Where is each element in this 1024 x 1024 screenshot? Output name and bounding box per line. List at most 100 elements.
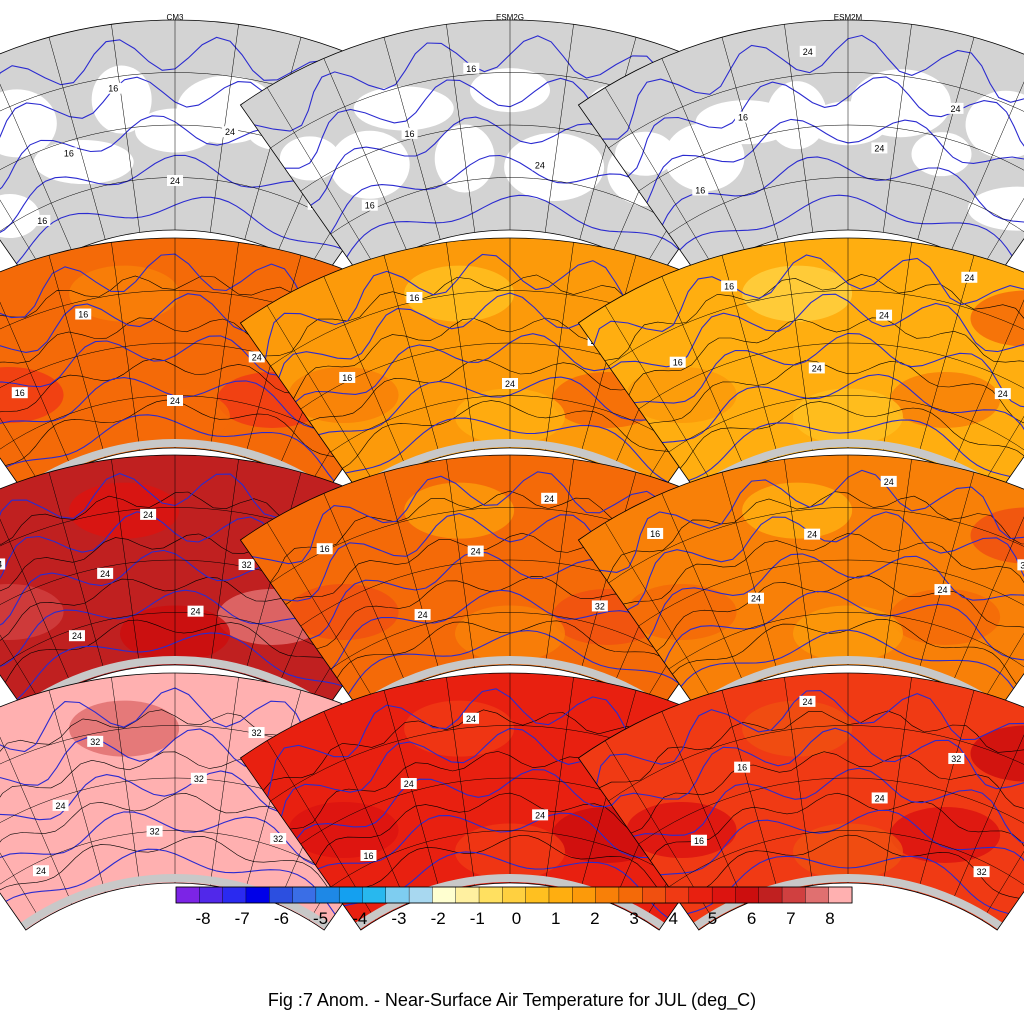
contour-label-box [270, 833, 287, 845]
contour-label-box [140, 508, 157, 520]
map-panel-esm2m-2011-2040: 16 16 24 24 24 24 [577, 237, 1024, 496]
contour-label-box [876, 309, 893, 321]
contour-label-box [190, 772, 207, 784]
contour-label: 16 [365, 201, 375, 211]
contour-label-box [532, 809, 549, 821]
contour-label-box [68, 630, 85, 642]
panel-edge [693, 656, 1003, 712]
contour-label: 32 [273, 834, 283, 844]
contour-label: 16 [64, 148, 74, 158]
contour-label: 24 [191, 607, 201, 617]
contour-label: 24 [535, 160, 545, 170]
colorbar-tick-label: 1 [551, 909, 560, 928]
colorbar-tick-label: 4 [669, 909, 678, 928]
anomaly-patch [970, 725, 1024, 782]
contour-label-box [167, 175, 183, 186]
contour-label-box [804, 528, 821, 540]
colorbar-tick-label: -6 [274, 909, 289, 928]
contour-label-box [463, 62, 480, 74]
colorbar-bin [432, 886, 457, 904]
contour-label-box [669, 356, 686, 368]
colorbar-bin [618, 886, 643, 904]
contour-label: 16 [409, 293, 419, 303]
contour-label: 24 [100, 569, 110, 579]
contour-label: 24 [544, 494, 554, 504]
contour-label-box [692, 184, 709, 196]
contour-label-box [222, 126, 239, 138]
contour-label: 16 [342, 373, 352, 383]
contour-label: 16 [108, 84, 118, 94]
parallel [668, 612, 1024, 670]
contour-label-box [541, 492, 558, 504]
parallel [638, 777, 1024, 845]
colorbar-tick-label: -3 [391, 909, 406, 928]
contour-label: 24 [56, 801, 66, 811]
contour-label: 16 [737, 763, 747, 773]
parallel [330, 612, 690, 670]
panel-edge [20, 874, 330, 930]
contour-label-box [105, 82, 122, 94]
meridian [982, 305, 1024, 486]
contour-label-box [248, 351, 265, 363]
colorbar-tick-label: 0 [512, 909, 521, 928]
colorbar-tick-label: -1 [470, 909, 485, 928]
contour-label: 16 [694, 836, 704, 846]
parallel [330, 395, 690, 453]
colorbar-bin [245, 886, 270, 904]
contour-label-box [591, 600, 608, 612]
contour-label: 24 [875, 793, 885, 803]
contour-label: 24 [170, 176, 180, 186]
contour-label: 16 [650, 529, 660, 539]
anomaly-patch [626, 583, 737, 640]
contour-label-box [361, 199, 378, 211]
parallel [668, 177, 1024, 235]
contour-label-box [467, 545, 484, 557]
colorbar-bin [199, 886, 224, 904]
colorbar-bin [222, 886, 247, 904]
meridian [982, 740, 1024, 921]
colorbar-bin [735, 886, 760, 904]
colorbar-tick-label: -2 [431, 909, 446, 928]
contour-label-box [647, 527, 664, 539]
anomaly-patch [970, 507, 1024, 564]
column-title-esm2g: ESM2G [496, 13, 524, 22]
anomaly-patch [890, 588, 1001, 645]
meridian [0, 740, 41, 921]
contour-label: 32 [242, 560, 252, 570]
colorbar-bin [269, 886, 294, 904]
colorbar-tick-label: 5 [708, 909, 717, 928]
meridian [982, 87, 1024, 268]
contour-label: 32 [90, 737, 100, 747]
parallel [668, 395, 1024, 453]
anomaly-patch [288, 801, 399, 858]
contour-label-box [880, 475, 897, 487]
contour-label: 32 [252, 728, 262, 738]
contour-label: 24 [72, 631, 82, 641]
contour-label-box [808, 362, 825, 374]
contour-label-box [97, 567, 114, 579]
contour-label-box [934, 584, 951, 596]
colorbar-bin [478, 886, 503, 904]
contour-label-box [406, 291, 423, 303]
contour-label: 24 [471, 547, 481, 557]
colorbar-tick-label: 7 [786, 909, 795, 928]
parallel [638, 342, 1024, 410]
contour-label: 24 [807, 530, 817, 540]
contour-label: 16 [363, 851, 373, 861]
contour-label: 16 [320, 544, 330, 554]
contour-label: 24 [252, 352, 262, 362]
contour-label: 32 [595, 601, 605, 611]
column-title-esm2m: ESM2M [834, 13, 863, 22]
anomaly-patch [626, 366, 737, 423]
anomaly-patch [288, 366, 399, 423]
contour-label: 24 [937, 585, 947, 595]
contour-label: 24 [0, 559, 2, 569]
contour-label: 32 [951, 754, 961, 764]
contour-label-box [871, 142, 888, 154]
contour-label-box [734, 111, 751, 123]
contour-label: 24 [879, 311, 889, 321]
contour-label: 16 [78, 310, 88, 320]
contour-label-box [238, 559, 255, 571]
contour-label: 32 [977, 867, 987, 877]
